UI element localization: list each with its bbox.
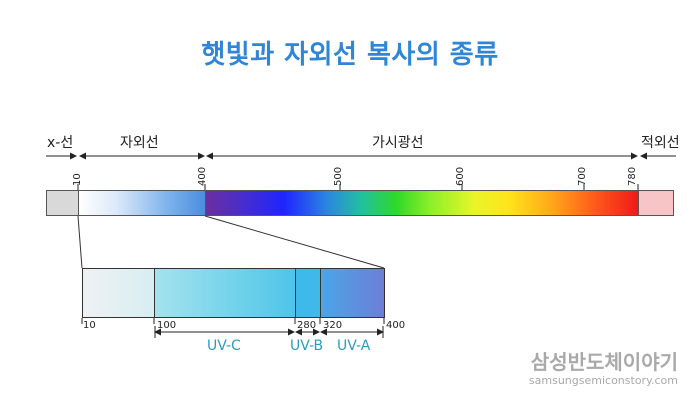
- uv-tick-280: 280: [297, 320, 317, 331]
- visible-segment: [205, 190, 639, 216]
- xray-segment: [46, 190, 79, 216]
- uv-tick-400: 400: [386, 320, 406, 331]
- zoom-connector-left: [77, 215, 83, 269]
- region-label-ir: 적외선: [641, 135, 680, 151]
- brand-logo-text: 삼성반도체이야기: [530, 350, 678, 374]
- diagram-title: 햇빛과 자외선 복사의 종류: [201, 40, 499, 70]
- region-label-uv: 자외선: [120, 135, 159, 151]
- uv-band-label-uva: UV-A: [337, 338, 371, 354]
- uvc-segment-main: [154, 268, 296, 318]
- region-label-visible: 가시광선: [372, 135, 424, 151]
- zoom-connector-right: [204, 215, 385, 269]
- uva-segment: [320, 268, 385, 318]
- uv-tick-10: 10: [83, 320, 96, 331]
- region-label-xray: x-선: [47, 135, 74, 151]
- uv-tick-100: 100: [157, 320, 177, 331]
- uv-band-label-uvc: UV-C: [207, 338, 241, 354]
- ir-segment: [638, 190, 674, 216]
- brand-url: samsungsemiconstory.com: [528, 374, 678, 387]
- uv-tick-320: 320: [323, 320, 343, 331]
- uv-band-label-uvb: UV-B: [290, 338, 324, 354]
